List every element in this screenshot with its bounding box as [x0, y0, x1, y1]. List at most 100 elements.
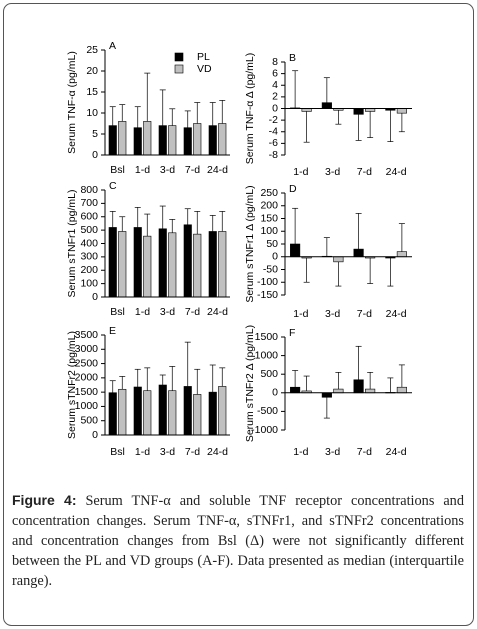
legend-label: VD — [197, 63, 212, 75]
y-tick-label: -8 — [269, 149, 278, 161]
x-tick-label: 1-d — [293, 446, 308, 458]
y-tick-label: -6 — [269, 137, 278, 149]
x-tick-label: Bsl — [110, 306, 125, 318]
x-tick-label: 1-d — [293, 166, 308, 178]
bar — [353, 108, 364, 115]
y-tick-label: 0 — [272, 102, 278, 114]
bar — [108, 392, 117, 436]
y-tick-label: 800 — [80, 184, 98, 196]
x-tick-label: 3-d — [325, 166, 340, 178]
bar — [365, 388, 376, 394]
bar — [118, 388, 127, 436]
bar — [218, 386, 227, 436]
x-tick-label: 7-d — [357, 166, 372, 178]
bar — [208, 391, 217, 436]
x-tick-label: 3-d — [325, 308, 340, 320]
y-tick-label: -2 — [269, 114, 278, 126]
y-tick-label: 2000 — [75, 372, 99, 384]
panel-label: D — [289, 183, 297, 195]
y-tick-label: 500 — [260, 368, 278, 380]
legend-swatch — [174, 52, 184, 62]
caption: Figure 4: Serum TNF-α and soluble TNF re… — [12, 490, 464, 591]
y-tick-label: 0 — [92, 149, 98, 161]
y-tick-label: -150 — [257, 289, 278, 301]
y-tick-label: 4 — [272, 79, 278, 91]
bar — [193, 394, 202, 436]
x-tick-label: 24-d — [207, 306, 228, 318]
caption-text: Serum TNF-α and soluble TNF receptor con… — [12, 493, 464, 589]
x-tick-label: 1-d — [135, 306, 150, 318]
y-tick-label: 1000 — [75, 400, 99, 412]
y-axis-title: Serum sTNFr1 Δ (pg/mL) — [244, 185, 256, 302]
y-tick-label: -4 — [269, 126, 278, 138]
y-axis-title: Serum TNF-α Δ (pg/mL) — [244, 53, 256, 165]
frame — [3, 3, 474, 626]
legend-swatch — [174, 64, 184, 74]
y-tick-label: 3500 — [75, 329, 99, 341]
y-tick-label: -50 — [263, 263, 278, 275]
bar — [208, 125, 217, 156]
panel-label: F — [289, 327, 295, 339]
bar — [168, 390, 177, 436]
y-tick-label: 0 — [272, 251, 278, 263]
bar — [143, 390, 152, 436]
bar — [133, 227, 142, 298]
bar — [396, 108, 407, 114]
bar — [118, 231, 127, 298]
bar — [143, 235, 152, 298]
y-tick-label: 0 — [92, 429, 98, 441]
y-tick-label: 8 — [272, 56, 278, 68]
y-axis-title: Serum sTNFr2 Δ (pg/mL) — [244, 325, 256, 442]
bar — [158, 384, 167, 436]
y-tick-label: 1500 — [75, 386, 99, 398]
y-tick-label: -500 — [257, 405, 278, 417]
bar — [353, 379, 364, 394]
bar — [143, 121, 152, 156]
y-tick-label: 700 — [80, 197, 98, 209]
x-tick-label: 24-d — [386, 308, 407, 320]
y-tick-label: 3000 — [75, 343, 99, 355]
bar — [183, 224, 192, 298]
y-tick-label: 20 — [86, 65, 98, 77]
panel-label: C — [109, 180, 117, 192]
panel-label: A — [109, 40, 116, 52]
bar — [193, 123, 202, 156]
x-tick-label: 3-d — [325, 446, 340, 458]
bar — [133, 386, 142, 436]
x-tick-label: 7-d — [357, 308, 372, 320]
y-tick-label: 250 — [260, 187, 278, 199]
y-tick-label: 100 — [260, 225, 278, 237]
bar — [183, 127, 192, 156]
y-tick-label: 100 — [80, 277, 98, 289]
x-tick-label: 7-d — [357, 446, 372, 458]
y-axis-title: Serum sTNFr2 (pg/mL) — [66, 331, 78, 439]
bar — [133, 127, 142, 156]
y-tick-label: -100 — [257, 276, 278, 288]
x-tick-label: 1-d — [135, 164, 150, 176]
y-tick-label: 0 — [272, 387, 278, 399]
bar — [353, 248, 364, 258]
x-tick-label: 7-d — [185, 446, 200, 458]
y-tick-label: 1500 — [255, 331, 279, 343]
bar — [118, 121, 127, 156]
x-tick-label: 7-d — [185, 306, 200, 318]
bar — [290, 243, 301, 258]
x-tick-label: 3-d — [160, 446, 175, 458]
y-tick-label: 400 — [80, 237, 98, 249]
x-tick-label: 3-d — [160, 164, 175, 176]
y-tick-label: 300 — [80, 251, 98, 263]
bar — [108, 125, 117, 156]
y-tick-label: 200 — [80, 264, 98, 276]
x-tick-label: 24-d — [207, 446, 228, 458]
x-tick-label: 1-d — [135, 446, 150, 458]
x-tick-label: Bsl — [110, 164, 125, 176]
bar — [158, 228, 167, 298]
bar — [208, 231, 217, 298]
y-tick-label: 50 — [266, 238, 278, 250]
bar — [396, 386, 407, 394]
x-tick-label: 24-d — [207, 164, 228, 176]
y-tick-label: 5 — [92, 128, 98, 140]
panel-label: B — [289, 52, 296, 64]
